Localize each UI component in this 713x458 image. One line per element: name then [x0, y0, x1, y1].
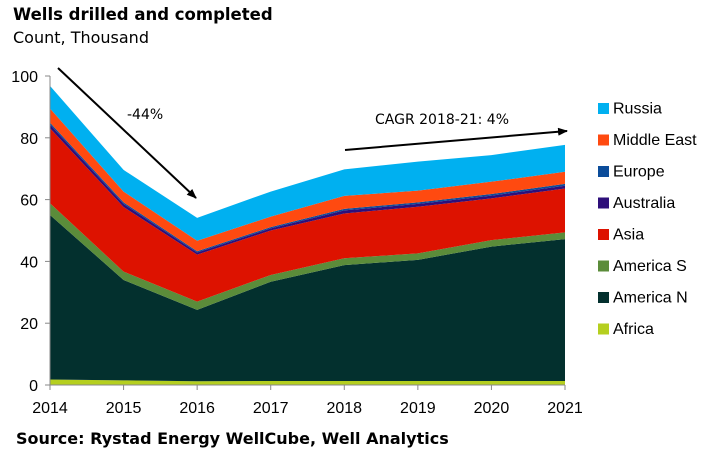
x-tick-label: 2018 [326, 400, 362, 417]
legend-label: America N [613, 290, 688, 307]
area-russia [50, 85, 565, 241]
x-tick-label: 2020 [474, 400, 510, 417]
x-tick-label: 2014 [32, 400, 68, 417]
legend-swatch [598, 166, 609, 177]
x-tick-label: 2021 [547, 400, 583, 417]
legend-swatch [598, 103, 609, 114]
legend-label: Australia [613, 195, 675, 212]
legend-label: Europe [613, 164, 665, 181]
chart-subtitle: Count, Thousand [13, 28, 149, 47]
y-tick-label: 0 [29, 378, 38, 395]
legend-label: Russia [613, 101, 662, 118]
legend-label: Africa [613, 321, 654, 338]
x-tick-label: 2017 [253, 400, 289, 417]
x-tick-label: 2016 [179, 400, 215, 417]
legend-swatch [598, 229, 609, 240]
growth-arrow [344, 127, 568, 151]
y-tick-label: 40 [20, 254, 38, 271]
decline-arrow [57, 67, 197, 199]
legend-label: Asia [613, 227, 644, 244]
x-tick-label: 2015 [106, 400, 142, 417]
annotation-cagr: CAGR 2018-21: 4% [375, 112, 509, 128]
area-asia [50, 128, 565, 302]
legend-swatch [598, 323, 609, 335]
legend-swatch [598, 134, 609, 146]
legend-label: America S [613, 258, 687, 275]
annotation-decline: -44% [127, 107, 163, 123]
legend-label: Middle East [613, 132, 697, 149]
x-tick-label: 2019 [400, 400, 436, 417]
y-tick-label: 100 [11, 69, 38, 86]
legend-swatch [598, 260, 609, 272]
y-tick-label: 20 [20, 316, 38, 333]
legend-swatch [598, 292, 609, 303]
source-note: Source: Rystad Energy WellCube, Well Ana… [16, 429, 449, 448]
y-tick-label: 60 [20, 193, 38, 210]
chart-title: Wells drilled and completed [13, 5, 273, 24]
area-africa [50, 379, 565, 385]
legend-swatch [598, 197, 609, 209]
area-america-n [50, 215, 565, 382]
y-tick-label: 80 [20, 131, 38, 148]
